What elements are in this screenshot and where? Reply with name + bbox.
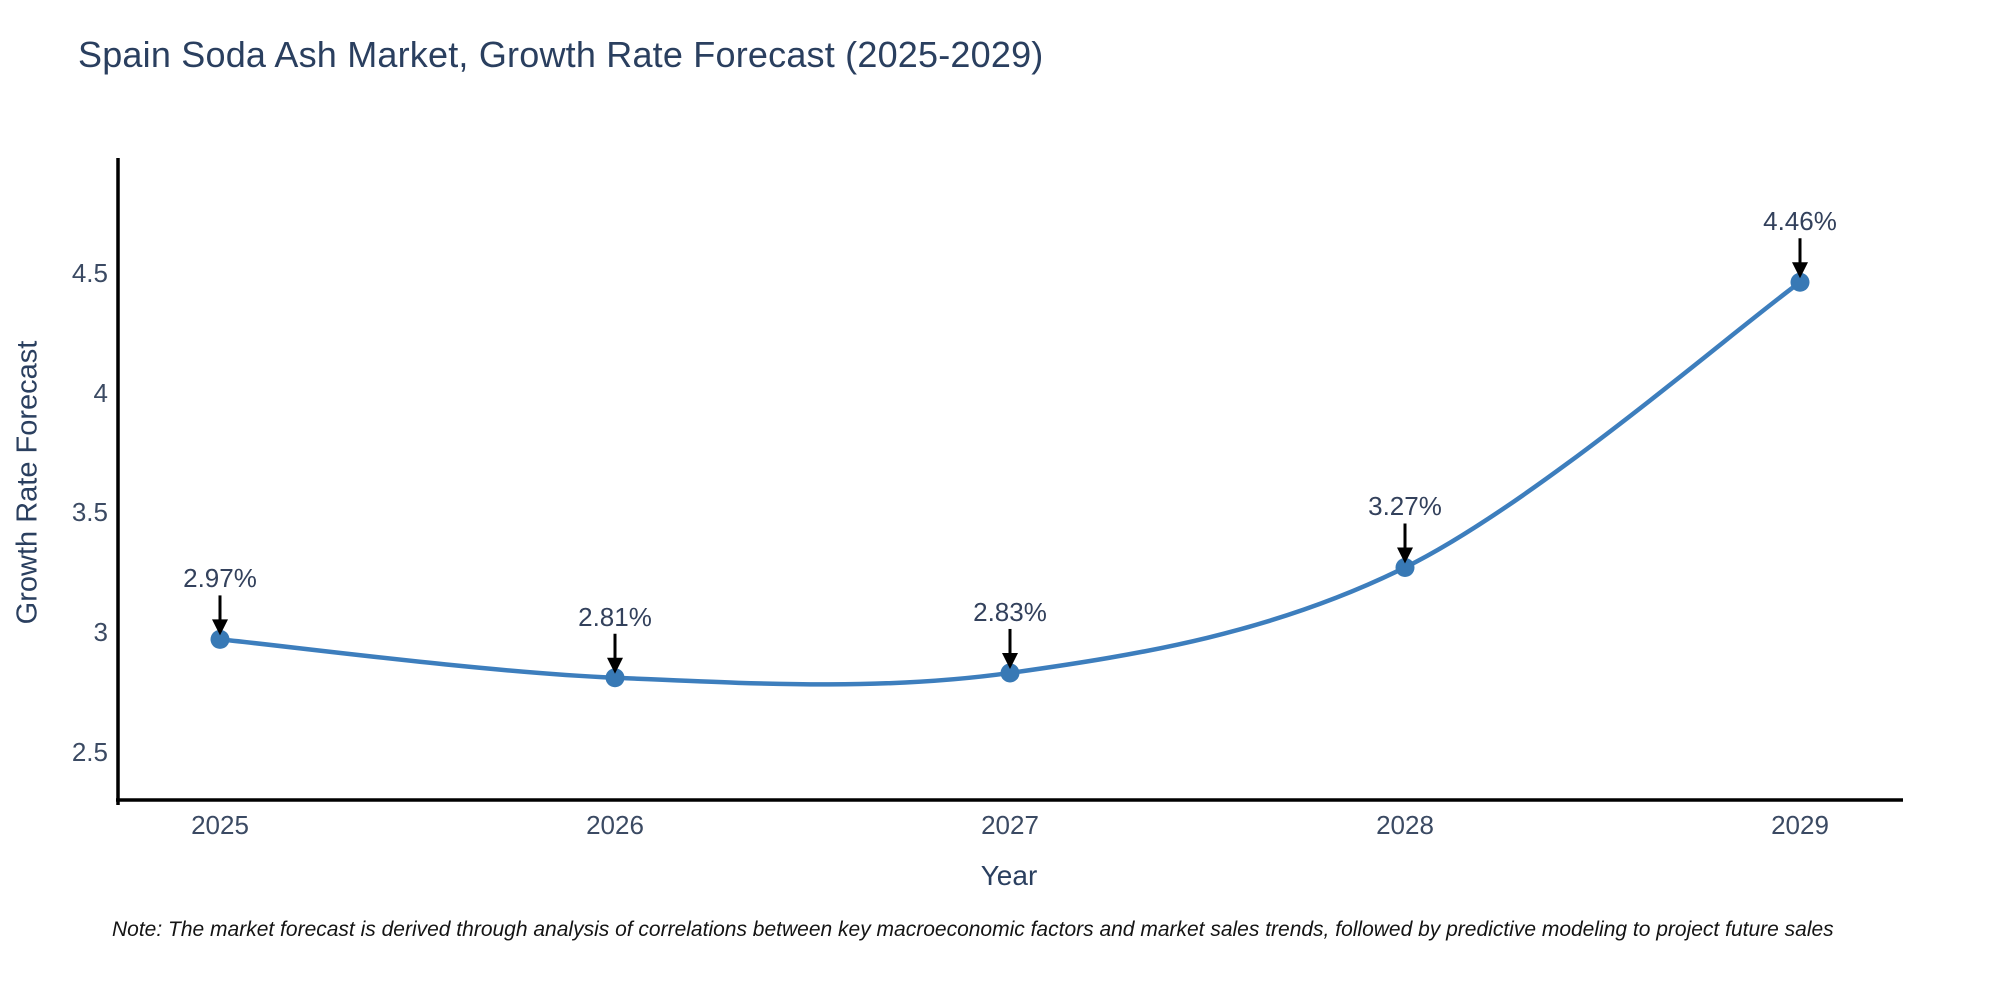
annotation-label: 4.46% bbox=[1763, 206, 1837, 237]
annotation-arrowhead bbox=[1792, 262, 1808, 279]
data-point-marker bbox=[210, 629, 230, 649]
x-tick-label: 2025 bbox=[191, 810, 249, 840]
annotation-arrowhead bbox=[212, 619, 228, 636]
annotation-label: 3.27% bbox=[1368, 491, 1442, 522]
data-point-marker bbox=[1790, 272, 1810, 292]
y-tick-label: 4.5 bbox=[71, 257, 108, 288]
line-series-path bbox=[219, 280, 1802, 687]
annotation-arrowhead bbox=[1002, 652, 1018, 669]
annotation-label: 2.83% bbox=[973, 596, 1047, 627]
annotation-label: 2.81% bbox=[578, 601, 652, 632]
annotation-arrowhead bbox=[607, 657, 623, 674]
footnote: Note: The market forecast is derived thr… bbox=[112, 918, 1834, 941]
x-axis-title: Year bbox=[980, 860, 1038, 891]
data-point-marker bbox=[1395, 557, 1415, 577]
y-tick-label: 2.5 bbox=[71, 737, 108, 768]
x-tick-label: 2026 bbox=[586, 810, 644, 840]
x-tick-label: 2027 bbox=[981, 810, 1039, 840]
annotation-arrowhead bbox=[1397, 547, 1413, 564]
y-tick-label: 4 bbox=[93, 377, 108, 408]
annotation-arrows bbox=[212, 238, 1808, 674]
y-tick-label: 3.5 bbox=[71, 497, 108, 528]
line-series bbox=[210, 272, 1810, 688]
data-point-marker bbox=[1000, 663, 1020, 683]
annotation-label: 2.97% bbox=[183, 563, 257, 594]
x-tick-label: 2028 bbox=[1376, 810, 1434, 840]
x-tick-label: 2029 bbox=[1771, 810, 1829, 840]
axes bbox=[116, 158, 1903, 805]
y-tick-label: 3 bbox=[93, 617, 108, 648]
data-point-marker bbox=[605, 668, 625, 688]
chart-title: Spain Soda Ash Market, Growth Rate Forec… bbox=[78, 34, 1044, 75]
